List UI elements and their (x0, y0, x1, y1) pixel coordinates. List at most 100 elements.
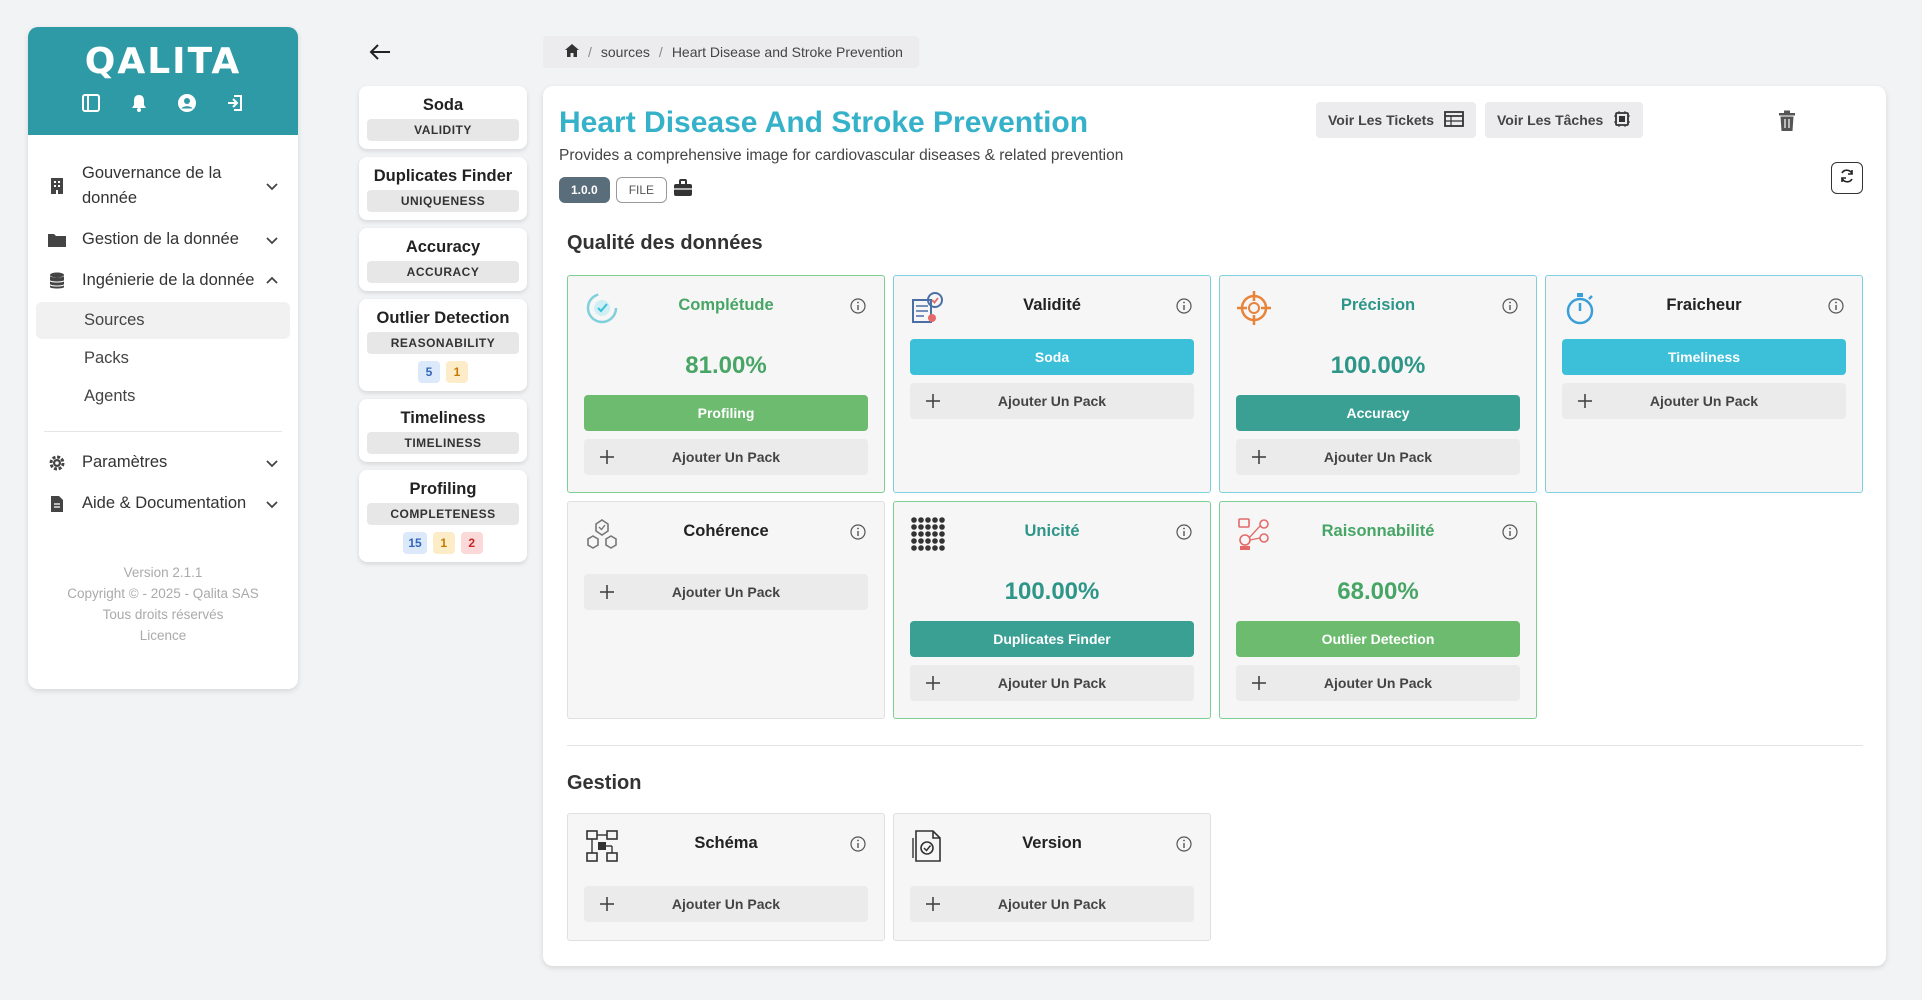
nav-parametres[interactable]: Paramètres (36, 442, 290, 483)
plus-icon (924, 895, 942, 913)
breadcrumb: / sources / Heart Disease and Stroke Pre… (543, 36, 919, 68)
pack-button-profiling[interactable]: Profiling (584, 395, 868, 431)
info-icon[interactable] (1176, 836, 1192, 852)
breadcrumb-sources[interactable]: sources (600, 44, 650, 60)
briefcase-icon (673, 178, 693, 202)
chip-icon (1613, 110, 1631, 131)
pack-tag: COMPLETENESS (367, 503, 519, 525)
pack-card-accuracy[interactable]: Accuracy ACCURACY (359, 228, 527, 291)
card-title: Complétude (678, 296, 774, 314)
sidebar-header: QALITA (28, 27, 298, 135)
building-icon (46, 175, 68, 197)
button-label: Ajouter Un Pack (997, 393, 1107, 409)
pack-button-accuracy[interactable]: Accuracy (1236, 395, 1520, 431)
licence-link[interactable]: Licence (139, 628, 187, 643)
plus-icon (598, 583, 616, 601)
card-version: Version Ajouter Un Pack (893, 813, 1211, 941)
card-fraicheur: Fraicheur Timeliness Ajouter Un Pack (1545, 275, 1863, 493)
button-label: Ajouter Un Pack (997, 896, 1107, 912)
sidebar-item-sources[interactable]: Sources (36, 302, 290, 339)
count-badge: 15 (403, 532, 427, 554)
info-icon[interactable] (850, 836, 866, 852)
view-tasks-button[interactable]: Voir Les Tâches (1485, 102, 1644, 138)
info-icon[interactable] (1176, 524, 1192, 540)
pack-name: Profiling (409, 480, 477, 498)
info-icon[interactable] (1502, 298, 1518, 314)
pack-card-outlier-detection[interactable]: Outlier Detection REASONABILITY 5 1 (359, 299, 527, 391)
pack-card-timeliness[interactable]: Timeliness TIMELINESS (359, 399, 527, 462)
pack-button-duplicates-finder[interactable]: Duplicates Finder (910, 621, 1194, 657)
info-icon[interactable] (850, 298, 866, 314)
button-label: Ajouter Un Pack (997, 675, 1107, 691)
database-icon (46, 270, 68, 292)
chevron-down-icon (264, 455, 280, 471)
quality-score: 68.00% (1337, 578, 1419, 605)
pack-button-outlier-detection[interactable]: Outlier Detection (1236, 621, 1520, 657)
rights-text: Tous droits réservés (102, 607, 224, 622)
button-label: Voir Les Tâches (1497, 112, 1604, 128)
nav-label: Ingénierie de la donnée (82, 271, 255, 289)
info-icon[interactable] (1828, 298, 1844, 314)
add-pack-button[interactable]: Ajouter Un Pack (584, 886, 868, 922)
sidebar-toggle-icon[interactable] (80, 92, 102, 114)
button-label: Ajouter Un Pack (1649, 393, 1759, 409)
card-title: Fraicheur (1666, 296, 1742, 314)
add-pack-button[interactable]: Ajouter Un Pack (910, 886, 1194, 922)
info-icon[interactable] (850, 524, 866, 540)
add-pack-button[interactable]: Ajouter Un Pack (1562, 383, 1846, 419)
info-icon[interactable] (1502, 524, 1518, 540)
nav-aide[interactable]: Aide & Documentation (36, 483, 290, 524)
logout-icon[interactable] (224, 92, 246, 114)
divider (44, 431, 282, 432)
section-title-quality: Qualité des données (567, 232, 763, 254)
home-icon[interactable] (565, 44, 579, 60)
info-icon[interactable] (1176, 298, 1192, 314)
nav-label: Gouvernance de la donnée (82, 164, 222, 207)
pack-card-soda[interactable]: Soda VALIDITY (359, 86, 527, 149)
delete-button[interactable] (1777, 110, 1799, 134)
user-circle-icon[interactable] (176, 92, 198, 114)
folder-icon (46, 229, 68, 251)
nav-ingenierie[interactable]: Ingénierie de la donnée (36, 260, 290, 301)
refresh-icon (1839, 168, 1855, 189)
card-title: Raisonnabilité (1321, 522, 1435, 540)
view-tickets-button[interactable]: Voir Les Tickets (1316, 102, 1477, 138)
nav-gestion[interactable]: Gestion de la donnée (36, 219, 290, 260)
add-pack-button[interactable]: Ajouter Un Pack (584, 439, 868, 475)
add-pack-button[interactable]: Ajouter Un Pack (1236, 439, 1520, 475)
quality-score: 100.00% (1330, 352, 1426, 379)
table-icon (1444, 110, 1464, 130)
sidebar-item-packs[interactable]: Packs (84, 349, 129, 367)
card-title: Précision (1340, 296, 1416, 314)
plus-icon (598, 895, 616, 913)
pack-button-timeliness[interactable]: Timeliness (1562, 339, 1846, 375)
add-pack-button[interactable]: Ajouter Un Pack (584, 574, 868, 610)
plus-icon (924, 674, 942, 692)
packs-list: Soda VALIDITY Duplicates Finder UNIQUENE… (359, 86, 527, 570)
card-precision: Précision 100.00% Accuracy Ajouter Un Pa… (1219, 275, 1537, 493)
card-title: Validité (1023, 296, 1081, 314)
document-icon (46, 493, 68, 515)
nav-label: Gestion de la donnée (82, 230, 239, 248)
back-button[interactable] (366, 40, 394, 68)
nav-gouvernance[interactable]: Gouvernance de la donnée (36, 153, 290, 219)
refresh-button[interactable] (1831, 162, 1863, 194)
pack-card-duplicates-finder[interactable]: Duplicates Finder UNIQUENESS (359, 157, 527, 220)
pack-button-soda[interactable]: Soda (910, 339, 1194, 375)
target-icon (1236, 290, 1272, 326)
button-label: Ajouter Un Pack (671, 896, 781, 912)
add-pack-button[interactable]: Ajouter Un Pack (910, 665, 1194, 701)
nav-label: Paramètres (82, 453, 168, 471)
pack-name: Accuracy (405, 238, 481, 256)
plus-icon (924, 392, 942, 410)
bell-icon[interactable] (128, 92, 150, 114)
sidebar-nav: Gouvernance de la donnée Gestion de la d… (28, 135, 298, 524)
sidebar-item-agents[interactable]: Agents (84, 387, 136, 405)
pack-card-profiling[interactable]: Profiling COMPLETENESS 15 1 2 (359, 470, 527, 562)
add-pack-button[interactable]: Ajouter Un Pack (1236, 665, 1520, 701)
button-label: Ajouter Un Pack (1323, 675, 1433, 691)
sidebar: QALITA Gouvernance de la donnée (28, 27, 298, 689)
sidebar-footer: Version 2.1.1 Copyright © - 2025 - Qalit… (28, 562, 298, 646)
gear-icon (46, 452, 68, 474)
add-pack-button[interactable]: Ajouter Un Pack (910, 383, 1194, 419)
